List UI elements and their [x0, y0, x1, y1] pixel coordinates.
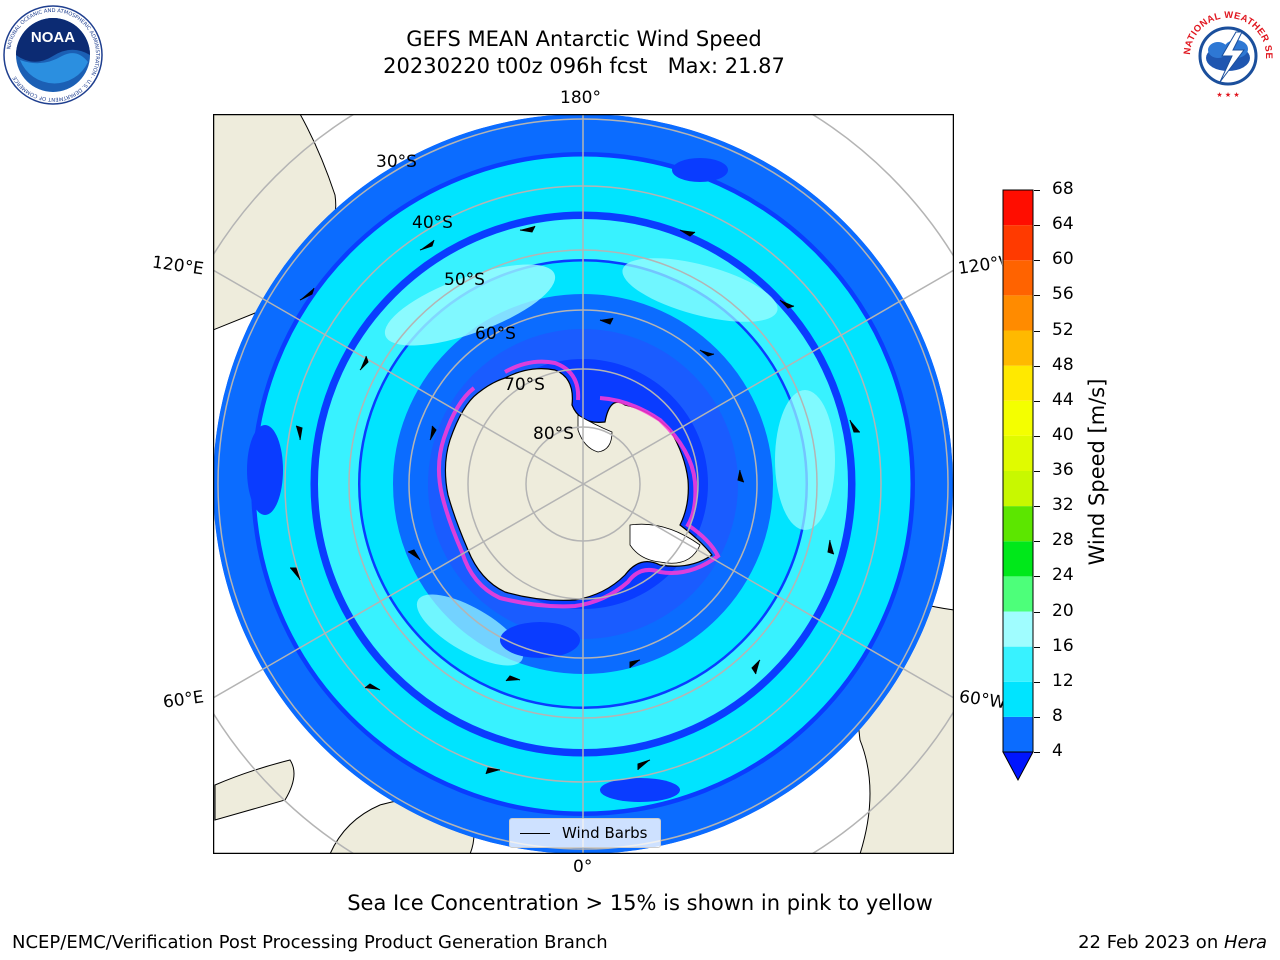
colorbar-swatch: [1003, 365, 1033, 401]
lon-label-60e: 60°E: [161, 687, 206, 713]
colorbar-tick-label: 24: [1052, 565, 1074, 586]
colorbar-tick-label: 56: [1052, 284, 1074, 305]
nws-logo: NATIONAL WEATHER SERVICE ★ ★ ★: [1178, 4, 1275, 101]
colorbar-swatch: [1003, 471, 1033, 507]
lon-label-180: 180°: [560, 88, 601, 108]
colorbar-tick-label: 20: [1052, 600, 1074, 621]
map-title: GEFS MEAN Antarctic Wind Speed: [406, 27, 762, 51]
colorbar-tick-label: 44: [1052, 389, 1074, 410]
colorbar-swatch: [1003, 506, 1033, 542]
svg-text:★ ★ ★: ★ ★ ★: [1216, 91, 1239, 99]
colorbar-tick-label: 52: [1052, 319, 1074, 340]
colorbar-swatch: [1003, 400, 1033, 436]
colorbar-tick-label: 4: [1052, 741, 1063, 761]
lat-label-70s: 70°S: [504, 375, 545, 395]
lat-label-60s: 60°S: [475, 324, 516, 344]
colorbar-tick-label: 28: [1052, 530, 1074, 551]
lon-label-0: 0°: [573, 857, 593, 877]
colorbar-tick-label: 60: [1052, 249, 1074, 270]
colorbar-swatch: [1003, 295, 1033, 331]
colorbar-tick-label: 68: [1052, 179, 1074, 199]
colorbar: [1002, 189, 1034, 782]
ice-shelf-weddell: [629, 523, 701, 564]
colorbar-swatch: [1003, 435, 1033, 471]
colorbar-swatch: [1003, 541, 1033, 577]
land-madagascar: [214, 759, 295, 821]
colorbar-swatch: [1003, 716, 1033, 752]
colorbar-swatch: [1003, 330, 1033, 366]
colorbar-tick-label: 8: [1052, 705, 1063, 726]
colorbar-swatch: [1003, 681, 1033, 717]
footer-date-text: 22 Feb 2023 on: [1078, 932, 1224, 953]
colorbar-tick-label: 16: [1052, 635, 1074, 656]
lat-label-40s: 40°S: [412, 213, 453, 233]
colorbar-tick-label: 64: [1052, 214, 1074, 235]
lon-label-120w: 120°W: [956, 253, 1004, 279]
colorbar-under-arrow: [1002, 751, 1034, 782]
colorbar-swatch: [1003, 260, 1033, 296]
polar-map: [213, 114, 954, 854]
colorbar-tick-label: 40: [1052, 424, 1074, 445]
lon-label-120e: 120°E: [150, 252, 205, 280]
sea-ice-edge: [437, 359, 721, 609]
lat-label-50s: 50°S: [444, 270, 485, 290]
map-subtitle: 20230220 t00z 096h fcst Max: 21.87: [383, 54, 785, 78]
legend-line: [520, 832, 550, 834]
footer-date: 22 Feb 2023 on Hera: [1078, 932, 1267, 953]
legend-label: Wind Barbs: [562, 824, 648, 842]
colorbar-label: Wind Speed [m/s]: [1085, 378, 1109, 566]
colorbar-tick-label: 32: [1052, 495, 1074, 516]
graticule: [213, 114, 954, 854]
sea-ice-caption: Sea Ice Concentration > 15% is shown in …: [347, 891, 933, 915]
colorbar-swatch: [1003, 190, 1033, 226]
lon-label-60w: 60°W: [957, 686, 1007, 714]
footer-org: NCEP/EMC/Verification Post Processing Pr…: [12, 932, 608, 953]
wind-barbs: [290, 225, 860, 775]
colorbar-tick-label: 12: [1052, 670, 1074, 691]
colorbar-tick-label: 36: [1052, 460, 1074, 480]
colorbar-swatch: [1003, 646, 1033, 682]
footer-machine: Hera: [1223, 932, 1267, 953]
colorbar-swatch: [1003, 576, 1033, 612]
ice-shelf-ross: [577, 414, 613, 453]
colorbar-swatch: [1003, 611, 1033, 647]
colorbar-swatch: [1003, 225, 1033, 261]
noaa-logo: NOAA NATIONAL OCEANIC AND ATMOSPHERIC AD…: [3, 5, 103, 105]
lat-label-30s: 30°S: [376, 152, 417, 172]
lat-label-80s: 80°S: [533, 424, 574, 444]
noaa-logo-text: NOAA: [31, 29, 75, 46]
wind-barbs-legend: Wind Barbs: [509, 818, 661, 848]
colorbar-tick-label: 48: [1052, 354, 1074, 375]
